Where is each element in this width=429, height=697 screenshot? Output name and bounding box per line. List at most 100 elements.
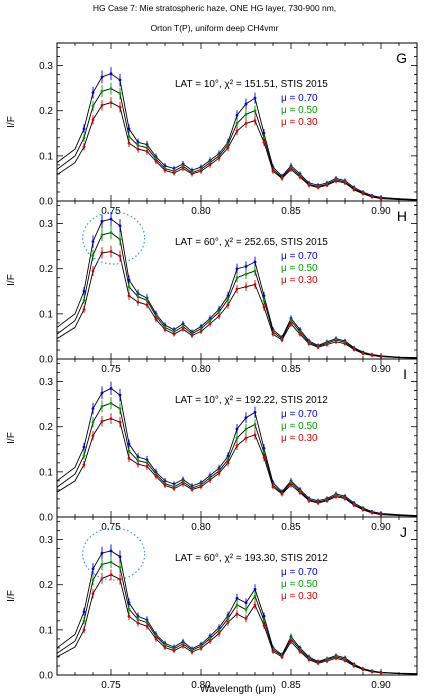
data-point bbox=[307, 342, 311, 346]
x-tick-label: 0.75 bbox=[101, 680, 121, 691]
data-point bbox=[244, 416, 248, 420]
data-point bbox=[244, 121, 248, 125]
data-point bbox=[370, 670, 374, 674]
data-point bbox=[262, 140, 266, 144]
y-tick-label: 0.2 bbox=[39, 264, 53, 275]
data-point bbox=[253, 96, 257, 100]
x-tick-label: 0.75 bbox=[101, 206, 121, 217]
data-point bbox=[226, 617, 230, 620]
data-point bbox=[262, 619, 266, 623]
data-point bbox=[91, 253, 95, 257]
data-point bbox=[118, 92, 122, 95]
y-tick-label: 0.2 bbox=[39, 106, 53, 117]
data-point bbox=[226, 620, 230, 624]
data-point bbox=[343, 497, 347, 500]
data-point bbox=[253, 109, 257, 113]
x-tick-label: 0.85 bbox=[281, 206, 301, 217]
data-point bbox=[298, 650, 302, 653]
x-tick-label: 0.80 bbox=[191, 680, 211, 691]
data-point bbox=[235, 596, 239, 600]
data-point bbox=[145, 149, 149, 153]
data-point bbox=[244, 112, 248, 116]
legend-entry: μ = 0.30 bbox=[281, 275, 318, 286]
data-point bbox=[217, 471, 221, 475]
data-point bbox=[226, 146, 230, 150]
data-point bbox=[316, 661, 320, 665]
data-point bbox=[91, 269, 95, 273]
data-point bbox=[181, 167, 185, 170]
data-point bbox=[127, 456, 131, 460]
x-tick-label: 0.90 bbox=[371, 364, 391, 375]
y-tick-label: 0.1 bbox=[39, 467, 53, 478]
data-point bbox=[199, 330, 203, 333]
data-point bbox=[289, 322, 293, 326]
data-point bbox=[235, 129, 239, 133]
x-tick-label: 0.90 bbox=[371, 522, 391, 533]
data-point bbox=[100, 219, 104, 223]
x-tick-label: 0.85 bbox=[281, 364, 301, 375]
data-point bbox=[136, 144, 140, 147]
data-point bbox=[82, 445, 86, 449]
data-point bbox=[289, 483, 293, 487]
data-point bbox=[118, 407, 122, 411]
data-point bbox=[100, 563, 104, 566]
y-tick-label: 0.3 bbox=[39, 377, 53, 388]
data-point bbox=[118, 254, 122, 258]
data-point bbox=[163, 646, 167, 649]
data-point bbox=[172, 167, 176, 170]
data-point bbox=[316, 501, 320, 505]
data-point bbox=[325, 499, 329, 503]
x-tick-label: 0.80 bbox=[191, 206, 211, 217]
data-point bbox=[244, 272, 248, 276]
data-point bbox=[280, 338, 284, 342]
y-tick-label: 0.1 bbox=[39, 151, 53, 162]
x-tick-label: 0.75 bbox=[101, 364, 121, 375]
plot-area bbox=[57, 381, 417, 517]
data-point bbox=[289, 319, 293, 323]
data-point bbox=[118, 105, 122, 109]
data-point bbox=[352, 348, 356, 351]
legend-entry: μ = 0.50 bbox=[281, 263, 318, 274]
y-tick-label: 0.0 bbox=[39, 513, 53, 524]
data-point bbox=[163, 484, 167, 487]
legend-entry: μ = 0.30 bbox=[281, 117, 318, 128]
data-point bbox=[91, 91, 95, 95]
model-line bbox=[57, 232, 417, 359]
model-line bbox=[57, 387, 417, 517]
data-point bbox=[91, 407, 95, 411]
data-point bbox=[100, 103, 104, 107]
data-point bbox=[271, 485, 275, 489]
data-point bbox=[235, 436, 239, 440]
data-point bbox=[235, 113, 239, 117]
data-point bbox=[82, 145, 86, 149]
data-point bbox=[307, 658, 311, 662]
x-tick-label: 0.80 bbox=[191, 364, 211, 375]
data-point bbox=[226, 461, 230, 465]
model-line bbox=[57, 102, 417, 201]
data-point bbox=[271, 332, 275, 336]
data-point bbox=[334, 179, 338, 183]
data-point bbox=[136, 621, 140, 625]
data-point bbox=[253, 603, 257, 607]
panel-J: 0.75 0.80 0.85 0.90 0.0 0.1 0.2 0.3 I/F J LAT = 60… bbox=[6, 516, 418, 691]
data-point bbox=[379, 671, 383, 675]
data-point bbox=[118, 224, 122, 228]
data-point bbox=[235, 427, 239, 431]
data-point bbox=[172, 482, 176, 486]
y-tick-label: 0.0 bbox=[39, 197, 53, 208]
data-point bbox=[118, 78, 122, 82]
data-point bbox=[136, 459, 140, 462]
data-point bbox=[199, 646, 203, 650]
data-point bbox=[262, 446, 266, 450]
data-point bbox=[100, 551, 104, 555]
data-point bbox=[208, 319, 212, 323]
data-point bbox=[352, 664, 356, 668]
data-point bbox=[127, 278, 131, 282]
data-point bbox=[136, 147, 140, 151]
data-point bbox=[244, 617, 248, 620]
data-point bbox=[235, 444, 239, 448]
data-point bbox=[163, 328, 167, 332]
data-point bbox=[244, 285, 248, 289]
figure-title-line-1: HG Case 7: Mie stratospheric haze, ONE H… bbox=[92, 3, 337, 13]
panel-H: 0.75 0.80 0.85 0.90 0.0 0.1 0.2 0.3 I/F H LAT = 60… bbox=[6, 200, 418, 375]
